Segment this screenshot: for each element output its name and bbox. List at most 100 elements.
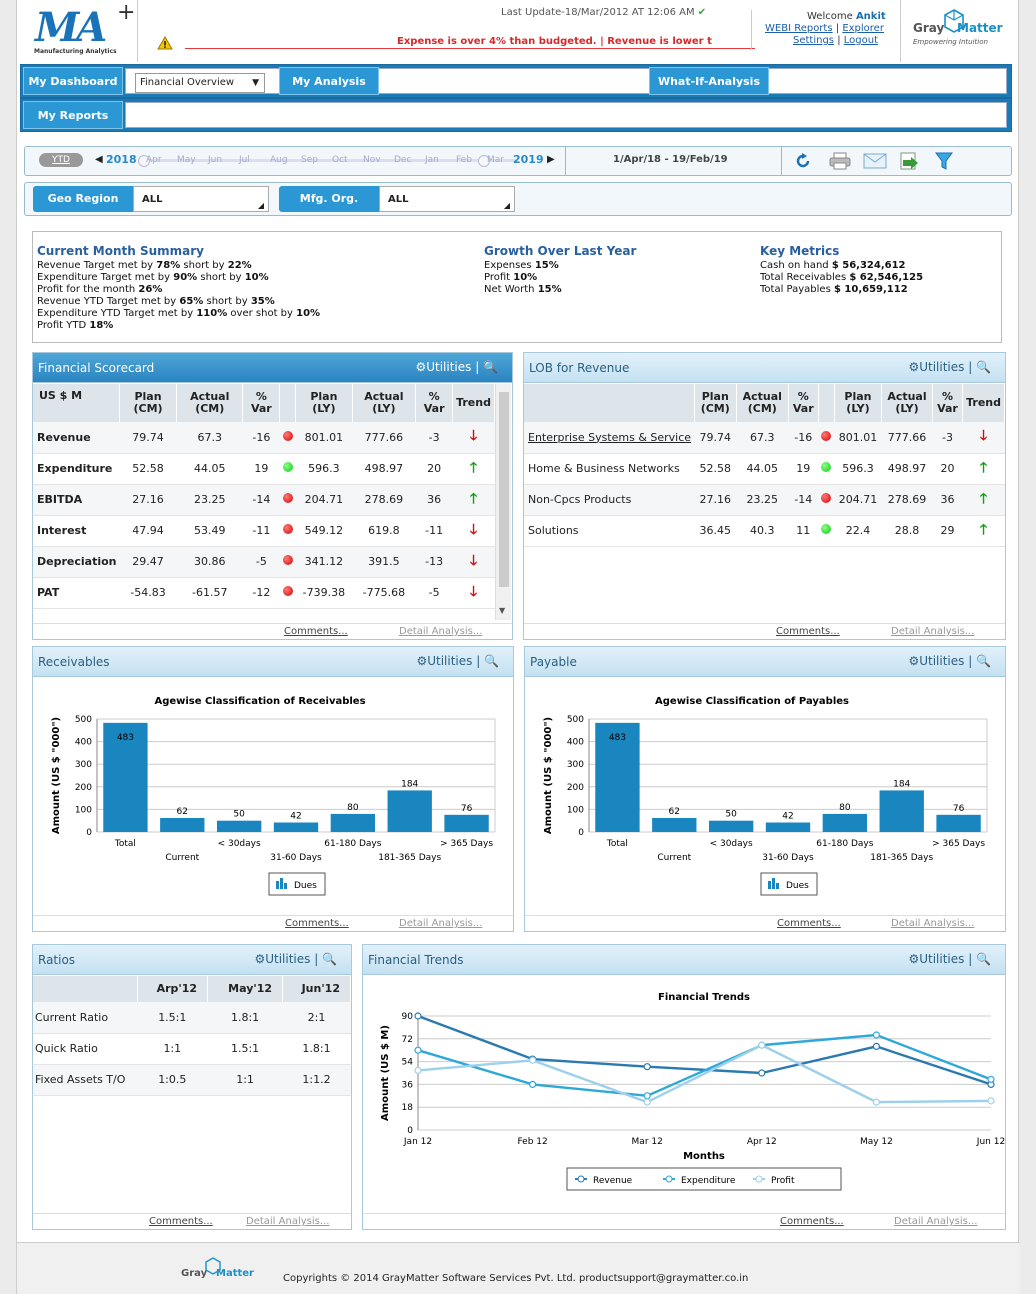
utilities-menu[interactable]: ⚙Utilities | 🔍 bbox=[415, 360, 498, 374]
utilities-menu[interactable]: ⚙Utilities | 🔍 bbox=[416, 654, 499, 668]
scrollbar-thumb[interactable] bbox=[499, 392, 509, 587]
detail-analysis-link[interactable]: Detail Analysis... bbox=[891, 918, 975, 929]
data-point[interactable] bbox=[987, 1075, 995, 1083]
dashboard-select[interactable]: Financial Overview ▼ bbox=[135, 73, 265, 93]
data-point[interactable] bbox=[529, 1056, 537, 1064]
comments-link[interactable]: Comments... bbox=[780, 1216, 844, 1227]
table-row[interactable]: Enterprise Systems & Service 79.74 67.3 -16… bbox=[524, 422, 1005, 454]
detail-analysis-link[interactable]: Detail Analysis... bbox=[246, 1216, 330, 1227]
year-start[interactable]: 2018 bbox=[106, 153, 137, 166]
zoom-icon[interactable]: 🔍 bbox=[322, 952, 337, 966]
bar[interactable] bbox=[708, 820, 754, 832]
data-point[interactable] bbox=[643, 1092, 651, 1100]
bar[interactable] bbox=[595, 722, 640, 832]
table-row[interactable]: Home & Business Networks 52.58 44.05 19 596.… bbox=[524, 453, 1005, 485]
zoom-icon[interactable]: 🔍 bbox=[976, 654, 991, 668]
table-row[interactable]: Expenditure 52.58 44.05 19 596.3 498.97 20 🡑 bbox=[33, 453, 495, 485]
comments-link[interactable]: Comments... bbox=[284, 626, 348, 637]
email-icon[interactable] bbox=[863, 153, 887, 169]
series-line[interactable] bbox=[417, 1033, 992, 1098]
utilities-menu[interactable]: ⚙Utilities | 🔍 bbox=[908, 952, 991, 966]
refresh-icon[interactable] bbox=[795, 153, 811, 169]
row-label[interactable]: Non-Cpcs Products bbox=[524, 484, 695, 516]
mfg-org-filter[interactable]: Mfg. Org. ALL ◢ bbox=[279, 186, 515, 212]
filter-icon[interactable] bbox=[935, 152, 953, 170]
row-label[interactable]: Home & Business Networks bbox=[524, 453, 695, 485]
geo-region-filter[interactable]: Geo Region ALL ◢ bbox=[33, 186, 269, 212]
detail-analysis-link[interactable]: Detail Analysis... bbox=[399, 918, 483, 929]
data-point[interactable] bbox=[643, 1098, 651, 1106]
series-line[interactable] bbox=[417, 1043, 992, 1104]
ytd-toggle[interactable]: YTD bbox=[39, 153, 83, 167]
table-row[interactable]: PAT -54.83 -61.57 -12 -739.38 -775.68 -5 🡓 bbox=[33, 577, 495, 609]
comments-link[interactable]: Comments... bbox=[285, 918, 349, 929]
mfg-org-value[interactable]: ALL ◢ bbox=[379, 186, 515, 212]
row-label[interactable]: Enterprise Systems & Service bbox=[524, 422, 695, 454]
prev-year-icon[interactable]: ◀ bbox=[95, 154, 103, 165]
table-row[interactable]: Revenue 79.74 67.3 -16 801.01 777.66 -3 🡓 bbox=[33, 422, 495, 454]
bar[interactable] bbox=[879, 790, 924, 832]
zoom-icon[interactable]: 🔍 bbox=[484, 654, 499, 668]
table-row[interactable]: Depreciation 29.47 30.86 -5 341.12 391.5 -13 🡓 bbox=[33, 546, 495, 578]
data-point[interactable] bbox=[758, 1041, 766, 1049]
zoom-icon[interactable]: 🔍 bbox=[976, 952, 991, 966]
geo-region-value[interactable]: ALL ◢ bbox=[133, 186, 269, 212]
table-row[interactable]: Current Ratio 1.5:1 1.8:1 2:1 bbox=[33, 1002, 351, 1034]
bar[interactable] bbox=[103, 722, 148, 832]
utilities-menu[interactable]: ⚙Utilities | 🔍 bbox=[908, 654, 991, 668]
data-point[interactable] bbox=[987, 1097, 995, 1105]
explorer-link[interactable]: Explorer bbox=[842, 23, 884, 34]
bar[interactable] bbox=[822, 813, 868, 832]
slider-end-handle[interactable] bbox=[478, 155, 490, 167]
data-point[interactable] bbox=[529, 1080, 537, 1089]
scrollbar[interactable]: ▼ bbox=[495, 384, 511, 620]
bar[interactable] bbox=[330, 813, 376, 832]
data-point[interactable] bbox=[414, 1066, 422, 1075]
data-point[interactable] bbox=[758, 1069, 766, 1077]
logout-link[interactable]: Logout bbox=[843, 35, 879, 46]
month-slider[interactable] bbox=[138, 155, 518, 167]
slider-start-handle[interactable] bbox=[138, 155, 150, 167]
bar[interactable] bbox=[652, 817, 697, 832]
bar[interactable] bbox=[273, 822, 319, 832]
my-dashboard-tab[interactable]: My Dashboard bbox=[23, 67, 123, 95]
chart-legend[interactable]: Dues bbox=[268, 872, 326, 896]
comments-link[interactable]: Comments... bbox=[776, 626, 840, 637]
bar[interactable] bbox=[387, 790, 432, 832]
bar[interactable] bbox=[216, 820, 262, 832]
detail-analysis-link[interactable]: Detail Analysis... bbox=[894, 1216, 978, 1227]
chart-legend[interactable]: Revenue Expenditure Profit bbox=[566, 1167, 842, 1191]
export-icon[interactable] bbox=[899, 151, 919, 171]
zoom-icon[interactable]: 🔍 bbox=[483, 360, 498, 374]
my-analysis-tab[interactable]: My Analysis bbox=[279, 67, 379, 95]
utilities-menu[interactable]: ⚙Utilities | 🔍 bbox=[908, 360, 991, 374]
table-row[interactable]: Interest 47.94 53.49 -11 549.12 619.8 -11 🡓 bbox=[33, 515, 495, 547]
row-label[interactable]: Solutions bbox=[524, 515, 695, 547]
data-point[interactable] bbox=[414, 1046, 422, 1054]
table-row[interactable]: Fixed Assets T/O 1:0.5 1:1 1:1.2 bbox=[33, 1064, 351, 1096]
zoom-icon[interactable]: 🔍 bbox=[976, 360, 991, 374]
what-if-analysis-tab[interactable]: What-If-Analysis bbox=[649, 67, 769, 95]
data-point[interactable] bbox=[643, 1063, 651, 1071]
scroll-down-icon[interactable]: ▼ bbox=[499, 606, 506, 615]
data-point[interactable] bbox=[414, 1012, 422, 1020]
comments-link[interactable]: Comments... bbox=[149, 1216, 213, 1227]
bar[interactable] bbox=[444, 814, 489, 832]
year-end[interactable]: 2019 bbox=[513, 153, 544, 166]
bar[interactable] bbox=[936, 814, 981, 832]
bar[interactable] bbox=[765, 822, 811, 832]
table-row[interactable]: Quick Ratio 1:1 1.5:1 1.8:1 bbox=[33, 1033, 351, 1065]
my-reports-tab[interactable]: My Reports bbox=[23, 101, 123, 129]
detail-analysis-link[interactable]: Detail Analysis... bbox=[891, 626, 975, 637]
next-year-icon[interactable]: ▶ bbox=[547, 154, 555, 165]
chart-legend[interactable]: Dues bbox=[760, 872, 818, 896]
settings-link[interactable]: Settings bbox=[793, 35, 835, 46]
webi-reports-link[interactable]: WEBI Reports bbox=[765, 23, 833, 34]
table-row[interactable]: Non-Cpcs Products 27.16 23.25 -14 204.71 278.… bbox=[524, 484, 1005, 516]
data-point[interactable] bbox=[872, 1098, 881, 1106]
comments-link[interactable]: Comments... bbox=[777, 918, 841, 929]
table-row[interactable]: Solutions 36.45 40.3 11 22.4 28.8 29 🡑 bbox=[524, 515, 1005, 547]
data-point[interactable] bbox=[872, 1042, 881, 1051]
alert-ticker[interactable]: Expense is over 4% than budgeted. | Reve… bbox=[397, 36, 712, 47]
table-row[interactable]: EBITDA 27.16 23.25 -14 204.71 278.69 36 🡑 bbox=[33, 484, 495, 516]
